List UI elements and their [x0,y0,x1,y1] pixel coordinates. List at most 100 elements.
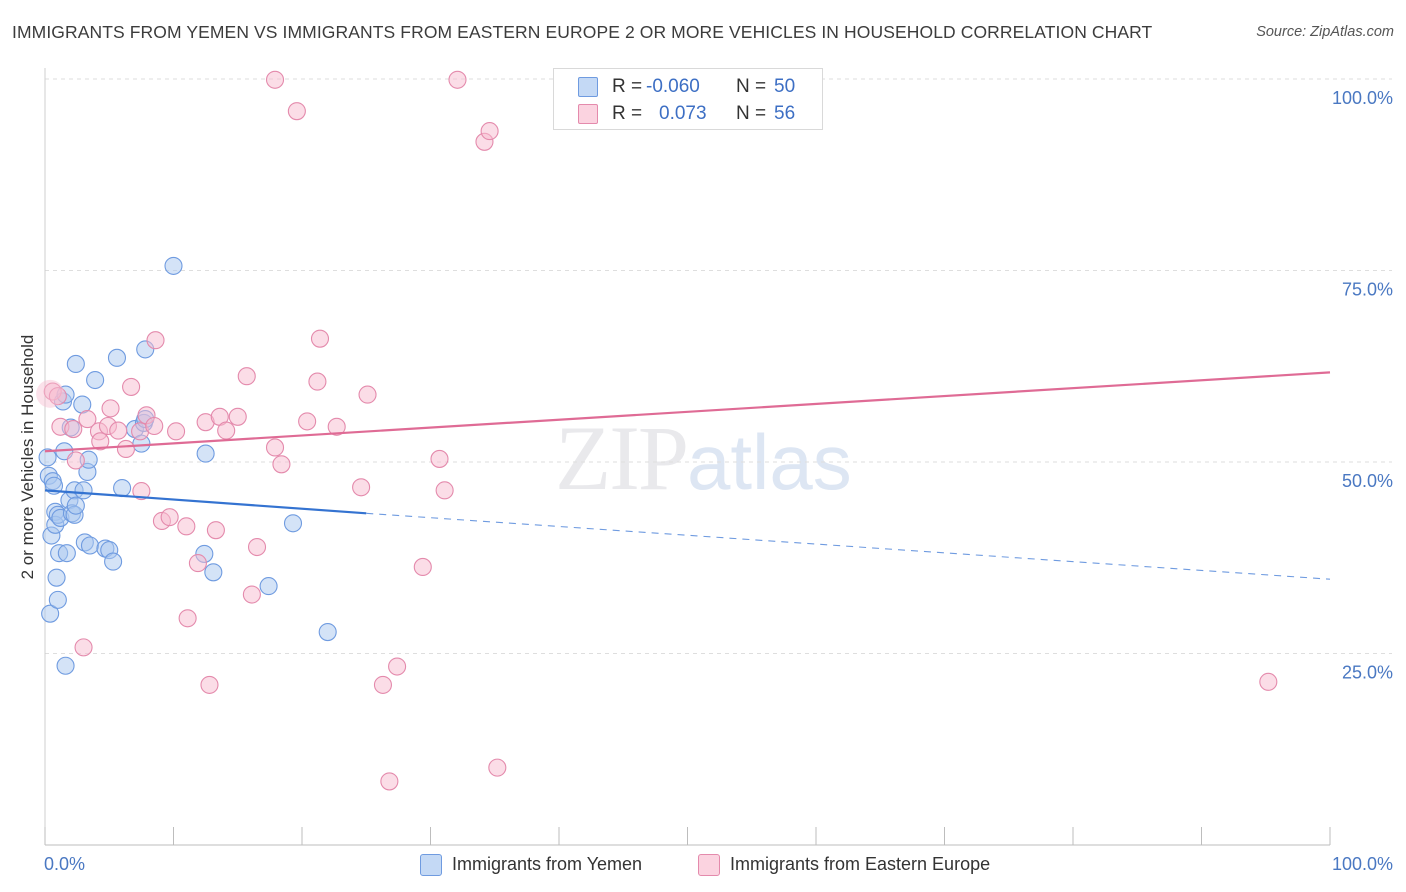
point-eastern-europe [287,102,306,121]
point-eastern-europe [122,377,141,396]
point-eastern-europe [109,421,128,440]
trend-lines [44,371,1331,580]
point-eastern-europe [64,420,83,439]
point-eastern-europe [413,557,432,576]
point-eastern-europe [380,772,399,791]
point-eastern-europe [298,412,317,431]
x-tick-label: 0.0% [44,854,85,874]
y-tick-label: 50.0% [1342,471,1393,491]
legend-n-label: N = [736,76,767,97]
point-yemen [80,536,100,555]
point-yemen [57,544,76,563]
point-yemen [283,514,303,533]
point-yemen [113,478,132,498]
watermark-zip: ZIP [555,407,689,509]
point-yemen [196,444,215,463]
point-eastern-europe [48,387,67,406]
point-yemen [47,568,66,587]
x-tick-label: 100.0% [1332,854,1393,874]
y-tick-label: 25.0% [1342,663,1393,683]
point-eastern-europe-cluster [36,379,65,408]
point-yemen [86,370,105,390]
point-eastern-europe [160,508,179,527]
point-yemen [104,552,123,571]
point-yemen [164,256,183,275]
point-eastern-europe [247,537,267,557]
point-eastern-europe [101,399,120,418]
point-yemen [66,496,85,515]
point-eastern-europe [177,517,196,536]
point-eastern-europe [91,432,110,451]
point-eastern-europe [228,407,247,426]
series-swatch-yemen [420,854,442,876]
chart-title: IMMIGRANTS FROM YEMEN VS IMMIGRANTS FROM… [12,22,1153,42]
point-eastern-europe [265,438,285,457]
grid-lines [45,78,1392,654]
point-eastern-europe [237,367,256,386]
legend-swatch-yemen [578,77,598,97]
point-eastern-europe [430,449,449,468]
data-points [36,70,1278,791]
point-yemen [74,481,93,500]
tick-labels: 100.0% 75.0% 50.0% 25.0% 0.0% 100.0% [44,88,1393,874]
point-yemen [56,656,75,675]
legend-r-value: 0.073 [659,103,707,124]
point-eastern-europe [308,372,327,391]
series-legend: Immigrants from Yemen Immigrants from Ea… [0,850,1406,880]
point-eastern-europe [116,439,136,459]
series-swatch-eastern-europe [698,854,720,876]
point-eastern-europe [217,421,236,440]
point-eastern-europe [200,675,219,694]
y-tick-label: 75.0% [1342,280,1393,300]
legend-n-label: N = [736,103,767,124]
source-label: Source: ZipAtlas.com [1256,24,1394,40]
point-yemen [38,448,57,467]
axes [44,68,1331,846]
point-eastern-europe [188,554,207,573]
trend-line-yemen-extension [366,512,1331,580]
legend-n-value: 50 [774,76,796,97]
point-eastern-europe [352,478,371,497]
legend-swatch-eastern-europe [578,104,598,124]
point-eastern-europe [78,410,97,429]
point-eastern-europe [145,416,164,436]
trend-line-yemen [44,489,367,515]
point-eastern-europe [488,758,507,777]
point-eastern-europe [167,422,186,441]
point-eastern-europe [480,122,499,141]
legend-n-value: 56 [774,103,796,124]
point-eastern-europe [373,675,393,694]
series-label-yemen: Immigrants from Yemen [452,854,643,874]
point-eastern-europe [1259,672,1278,691]
point-eastern-europe [206,521,225,540]
point-eastern-europe [448,70,467,89]
point-eastern-europe [66,451,85,470]
point-yemen [204,563,223,582]
point-eastern-europe [146,331,165,350]
point-eastern-europe [388,657,407,676]
point-eastern-europe [327,417,346,436]
point-yemen [48,590,67,609]
legend-r-label: R = [612,103,643,124]
y-tick-label: 100.0% [1332,88,1393,108]
trend-line-eastern-europe [44,371,1331,453]
point-eastern-europe [74,638,93,657]
point-eastern-europe [132,482,151,501]
legend-r-value: -0.060 [646,76,700,97]
correlation-legend: R = -0.060 N = 50 R = 0.073 N = 56 [553,68,823,130]
point-yemen [41,604,60,623]
point-eastern-europe [310,329,330,348]
point-eastern-europe [435,481,454,500]
point-eastern-europe [265,70,285,89]
point-yemen [107,348,127,367]
series-label-eastern-europe: Immigrants from Eastern Europe [730,854,991,874]
point-eastern-europe [242,585,261,604]
point-yemen [259,577,278,596]
point-eastern-europe [358,385,377,404]
point-yemen [318,623,337,642]
point-eastern-europe [178,609,197,628]
point-yemen [66,354,85,374]
point-eastern-europe [272,455,291,474]
legend-r-label: R = [612,76,643,97]
